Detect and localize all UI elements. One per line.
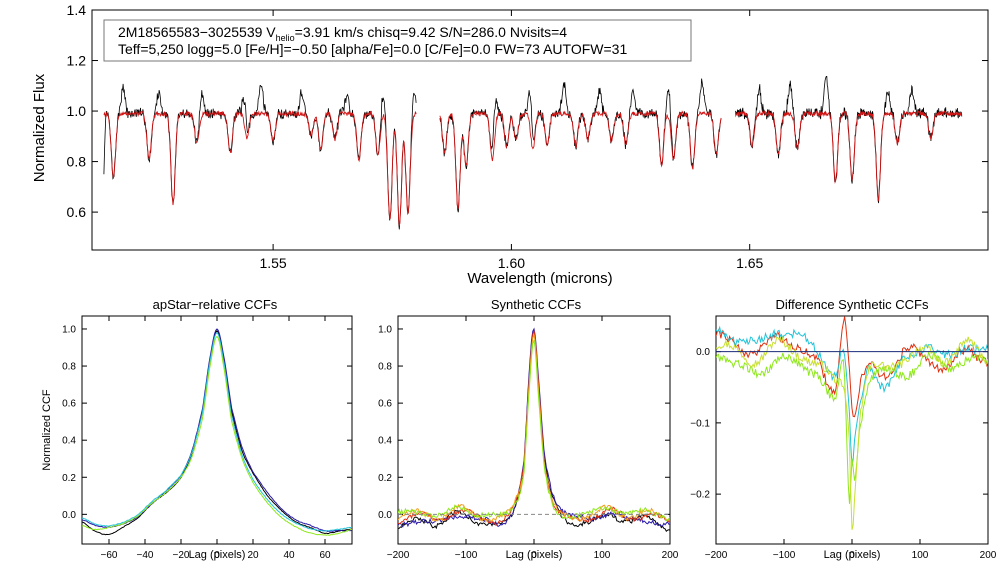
synthetic_ccf-series-visit-4 (398, 334, 670, 523)
spectrum-ytick-label: 0.8 (67, 153, 87, 169)
spectrum-observed-chip-1 (103, 83, 417, 230)
spectrum-xtick-label: 1.65 (736, 255, 763, 271)
synthetic_ccf-xtick-label: 0 (531, 550, 537, 561)
apstar_ccf-ytick-label: 0.6 (62, 399, 76, 410)
apstar-ccf-title: apStar−relative CCFs (153, 297, 278, 312)
synthetic-ccf-panel: Synthetic CCFs −200 −100 0 100 200 0.0 0.2 0.4 0… (378, 297, 679, 561)
apstar_ccf-xtick-label: −60 (101, 550, 118, 561)
difference_ccf-xtick-label: −200 (705, 550, 728, 561)
spectrum-observed-chip-3 (735, 76, 963, 204)
spectrum-xtick-label: 1.55 (259, 255, 286, 271)
synthetic_ccf-ytick-label: 0.4 (378, 436, 392, 447)
spectrum-panel: 1.55 1.60 1.65 0.6 0.8 1.0 1.2 1.4 Wavelength (… (31, 2, 989, 287)
info-line-1-suffix: =3.91 km/s chisq=9.42 S/N=286.0 Nvisits=… (295, 24, 568, 40)
difference_ccf-xtick-label: −100 (773, 550, 796, 561)
synthetic_ccf-ytick-label: 1.0 (378, 324, 392, 335)
info-line-1-prefix: 2M18565583−3025539 V (118, 24, 276, 40)
info-line-1: 2M18565583−3025539 Vhelio=3.91 km/s chis… (118, 24, 567, 43)
info-line-2: Teff=5,250 logg=5.0 [Fe/H]=−0.50 [alpha/… (118, 41, 627, 57)
spectrum-ytick-label: 1.4 (67, 2, 87, 18)
apstar_ccf-ytick-label: 0.8 (62, 362, 76, 373)
difference-ccf-xlabel: Lag (pixels) (824, 549, 881, 561)
synthetic-ccf-frame (397, 315, 671, 545)
apstar_ccf-series-visit-3 (82, 331, 352, 532)
synthetic_ccf-ytick-label: 0.6 (378, 399, 392, 410)
spectrum-model-chip-1 (103, 109, 417, 226)
spectrum-model-chip-2 (439, 110, 722, 209)
synthetic_ccf-series-visit-1 (398, 329, 670, 532)
difference_ccf-xtick-label: 200 (980, 550, 997, 561)
apstar_ccf-ytick-label: 0.4 (62, 436, 76, 447)
spectrum-ytick-label: 1.2 (67, 52, 87, 68)
apstar_ccf-ytick-label: 1.0 (62, 324, 76, 335)
spectrum-xlabel: Wavelength (microns) (467, 270, 612, 287)
difference_ccf-series-visit-2 (716, 325, 988, 466)
synthetic_ccf-series-visit-5 (398, 339, 670, 522)
apstar_ccf-xtick-label: −40 (137, 550, 154, 561)
difference_ccf-xtick-label: 0 (849, 550, 855, 561)
difference_ccf-series-visit-1 (716, 316, 988, 418)
apstar-ccf-ylabel: Normalized CCF (41, 389, 53, 471)
info-box (103, 19, 692, 62)
synthetic_ccf-ytick-label: 0.8 (378, 362, 392, 373)
apstar-ccf-frame (81, 315, 353, 545)
spectrum-observed-chip-2 (439, 78, 722, 213)
synthetic_ccf-xtick-label: 200 (662, 550, 679, 561)
info-line-1-subscript: helio (276, 33, 295, 43)
synthetic_ccf-xtick-label: 100 (594, 550, 611, 561)
apstar_ccf-xtick-label: −20 (173, 550, 190, 561)
synthetic_ccf-series-visit-3 (398, 330, 670, 526)
apstar_ccf-xtick-label: 60 (319, 550, 331, 561)
apstar_ccf-xtick-label: 0 (214, 550, 220, 561)
apstar_ccf-series-visit-1 (82, 330, 352, 536)
spectrum-model-chip-3 (734, 109, 963, 203)
difference-ccf-series (716, 316, 988, 530)
spectrum-xtick-label: 1.60 (498, 255, 525, 271)
synthetic-ccf-title: Synthetic CCFs (491, 297, 582, 312)
difference_ccf-lines (716, 316, 988, 530)
apstar_ccf-ytick-label: 0.2 (62, 473, 76, 484)
difference_ccf-ytick-label: −0.1 (690, 418, 710, 429)
apstar-ccf-series (82, 328, 352, 536)
spectrum-ylabel: Normalized Flux (31, 73, 48, 182)
synthetic-ccf-axes: −200 −100 0 100 200 0.0 0.2 0.4 0.6 0.8 1.0 (378, 316, 679, 561)
synthetic_ccf-ytick-label: 0.2 (378, 473, 392, 484)
difference_ccf-ytick-label: 0.0 (696, 347, 710, 358)
spectrum-ytick-label: 0.6 (67, 204, 87, 220)
difference_ccf-series-visit-3 (716, 350, 988, 504)
synthetic-ccf-series (398, 327, 670, 532)
difference-ccf-axes: −200 −100 0 100 200 −0.2 −0.1 0.0 (690, 316, 997, 561)
apstar_ccf-series-visit-2 (82, 328, 352, 532)
synthetic_ccf-xtick-label: −100 (455, 550, 478, 561)
synthetic_ccf-lines (398, 327, 670, 532)
difference_ccf-series-visit-4 (716, 335, 988, 530)
spectrum-ytick-label: 1.0 (67, 103, 87, 119)
apstar_ccf-lines (82, 328, 352, 536)
difference_ccf-ytick-label: −0.2 (690, 490, 710, 501)
apstar_ccf-ytick-label: 0.0 (62, 510, 76, 521)
apstar-ccf-axes: −60 −40 −20 0 20 40 60 0.0 0.2 0.4 0.6 0.8 1.0 (62, 316, 352, 561)
spectrum-series (103, 76, 963, 230)
synthetic_ccf-series-visit-2 (398, 327, 670, 528)
apstar_ccf-series-visit-4 (82, 335, 352, 536)
difference-ccf-panel: Difference Synthetic CCFs −200 −100 0 100 20… (690, 297, 997, 561)
synthetic_ccf-xtick-label: −200 (387, 550, 410, 561)
difference-ccf-title: Difference Synthetic CCFs (776, 297, 929, 312)
spectrum-axes: 1.55 1.60 1.65 0.6 0.8 1.0 1.2 1.4 (67, 2, 988, 271)
apstar-ccf-xlabel: Lag (pixels) (189, 549, 246, 561)
synthetic_ccf-ytick-label: 0.0 (378, 510, 392, 521)
synthetic-ccf-xlabel: Lag (pixels) (506, 549, 563, 561)
apstar_ccf-xtick-label: 20 (247, 550, 259, 561)
difference-ccf-frame (715, 315, 989, 545)
difference_ccf-xtick-label: 100 (912, 550, 929, 561)
apstar-ccf-panel: apStar−relative CCFs −60 −40 −20 0 20 40 60 0.0… (41, 297, 353, 561)
spectrum-frame (91, 9, 989, 251)
apstar_ccf-xtick-label: 40 (283, 550, 295, 561)
